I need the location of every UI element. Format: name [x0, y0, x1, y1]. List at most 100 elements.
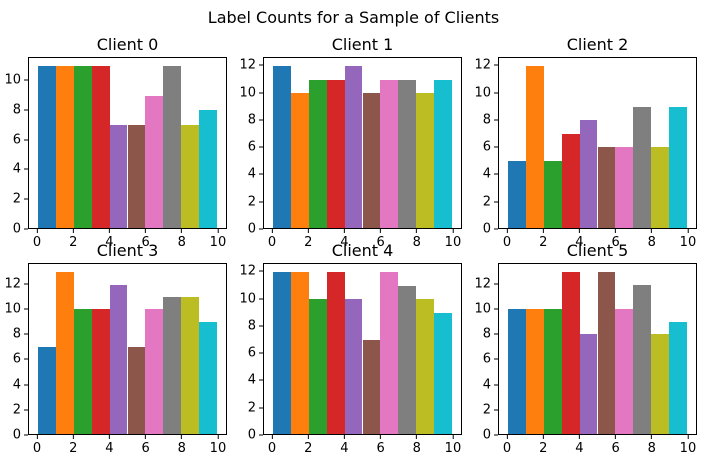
bar [669, 321, 688, 434]
x-tick-mark [307, 435, 309, 439]
x-tick-label: 0 [32, 235, 42, 250]
x-tick-mark [615, 435, 617, 439]
y-tick-label: 4 [247, 166, 256, 182]
x-tick-mark [108, 435, 110, 439]
y-tick: 12 [239, 59, 263, 72]
x-tick-label: 4 [575, 441, 584, 456]
y-tick: 10 [239, 292, 263, 305]
y-tick-label: 4 [247, 372, 256, 388]
y-tick-label: 0 [247, 427, 256, 443]
x-tick: 2 [539, 229, 547, 249]
y-tick-label: 4 [12, 161, 21, 177]
y-tick: 2 [248, 401, 263, 414]
x-tick-label: 10 [444, 235, 462, 250]
subplot-client-4: Client 4 0 2 4 6 8 10 12 0 2 4 6 8 10 [239, 241, 462, 455]
y-tick-mark [24, 198, 28, 200]
y-tick-mark [24, 109, 28, 111]
bar [362, 93, 381, 228]
y-tick-label: 4 [12, 377, 21, 393]
y-tick-label: 0 [12, 427, 21, 443]
y-tick-mark [494, 384, 498, 386]
y-tick-mark [494, 358, 498, 360]
y-tick-mark [259, 64, 263, 66]
bar [145, 309, 164, 434]
x-tick-label: 0 [32, 441, 42, 456]
y-tick-mark [259, 379, 263, 381]
x-tick: 8 [413, 435, 421, 455]
y-tick-mark [24, 79, 28, 81]
x-tick-label: 4 [340, 235, 349, 250]
y-tick-mark [259, 352, 263, 354]
bar [55, 66, 74, 228]
x-tick-mark [687, 435, 689, 439]
x-tick-mark [452, 435, 454, 439]
bar [597, 272, 616, 434]
bar [380, 79, 399, 228]
y-tick-label: 0 [247, 221, 256, 237]
y-tick-label: 2 [482, 194, 491, 210]
x-tick: 6 [376, 229, 385, 249]
y-tick-mark [494, 119, 498, 121]
y-tick-label: 8 [12, 102, 21, 118]
x-tick-label: 6 [376, 441, 385, 456]
y-tick: 4 [483, 168, 498, 181]
bar [73, 309, 92, 434]
x-tick-mark [145, 229, 147, 233]
y-tick-label: 6 [12, 351, 21, 367]
x-tick-mark [217, 229, 219, 233]
bar [398, 79, 417, 228]
y-tick-mark [494, 409, 498, 411]
bar [651, 334, 670, 434]
x-tick: 4 [105, 435, 114, 456]
x-tick: 6 [141, 435, 150, 455]
bar [55, 272, 74, 434]
x-tick: 4 [105, 229, 114, 249]
y-tick-mark [24, 333, 28, 335]
x-tick: 6 [611, 435, 620, 455]
y-tick-mark [259, 270, 263, 272]
y-tick: 12 [474, 59, 498, 72]
y-tick: 6 [13, 133, 28, 146]
y-tick-mark [24, 434, 28, 436]
x-tick-mark [452, 229, 454, 233]
y-tick-label: 0 [12, 221, 21, 237]
bar [380, 272, 399, 434]
x-tick-mark [271, 229, 273, 233]
x-tick: 10 [444, 229, 462, 250]
bar [127, 346, 146, 434]
subplot-title: Client 4 [331, 241, 394, 260]
subplot-client-1: Client 1 0 2 4 6 8 10 12 0 2 4 6 8 10 [239, 35, 462, 249]
x-tick-label: 4 [105, 441, 114, 456]
y-tick-label: 2 [12, 191, 21, 207]
x-tick-mark [307, 229, 309, 233]
bar [290, 272, 309, 434]
y-tick-label: 12 [4, 276, 21, 292]
x-tick-label: 10 [679, 235, 697, 250]
bar [507, 160, 526, 228]
x-tick-mark [380, 229, 382, 233]
y-tick: 12 [474, 277, 498, 290]
bar [651, 147, 670, 228]
subplot-client-0: Client 0 0 2 4 6 8 10 0 2 4 6 8 10 [4, 35, 227, 249]
y-tick-mark [494, 146, 498, 148]
bar [181, 297, 200, 434]
y-tick: 10 [4, 303, 28, 316]
y-tick-label: 8 [482, 326, 491, 342]
x-tick: 4 [340, 229, 349, 250]
bar [579, 334, 598, 434]
y-tick-label: 10 [474, 85, 491, 100]
y-tick: 0 [483, 223, 498, 236]
bar [290, 93, 309, 228]
y-tick-mark [259, 119, 263, 121]
bar [91, 309, 110, 434]
x-tick-label: 4 [575, 235, 584, 250]
y-tick: 6 [248, 347, 263, 360]
x-tick: 10 [445, 435, 461, 455]
y-tick-mark [259, 407, 263, 409]
x-tick: 2 [539, 435, 547, 455]
y-tick-mark [24, 139, 28, 141]
x-tick-mark [145, 435, 147, 439]
x-tick-label: 8 [177, 235, 186, 250]
x-tick: 4 [575, 435, 584, 456]
x-tick-mark [72, 229, 74, 233]
